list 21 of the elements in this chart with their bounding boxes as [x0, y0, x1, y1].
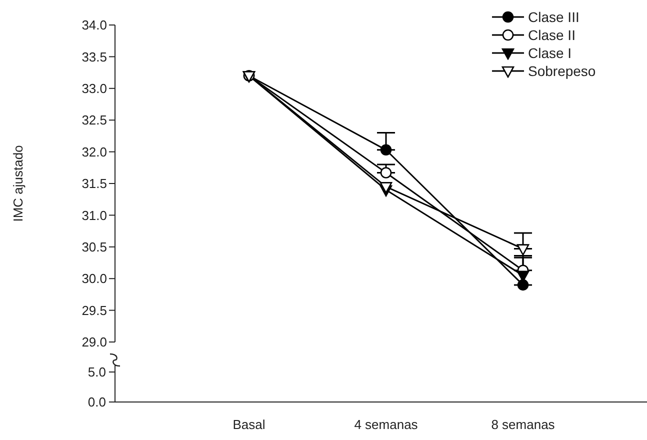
y-tick-label: 31.0 [82, 208, 107, 223]
y-tick-label: 31.5 [82, 176, 107, 192]
x-tick-label: 8 semanas [491, 417, 556, 432]
legend-label: Sobrepeso [528, 63, 596, 79]
y-tick-label: 29.5 [82, 302, 107, 318]
x-tick-label: 4 semanas [354, 417, 418, 432]
x-tick-label: Basal [232, 417, 266, 432]
y-tick-label: 32.0 [82, 144, 107, 160]
legend-label: Clase II [528, 27, 576, 43]
y-tick-label: 30.5 [82, 240, 107, 255]
text: 5.0 [88, 364, 106, 380]
y-axis-title: IMC ajustado [10, 145, 26, 222]
y-tick-label: 29.0 [82, 334, 107, 350]
y-tick-label: 32.5 [82, 112, 107, 128]
y-tick-label: 34.0 [82, 18, 107, 33]
y-tick-label: 33.5 [82, 49, 107, 64]
text: 0.0 [88, 394, 106, 410]
legend-label: Clase I [528, 45, 572, 61]
y-tick-label: 30.0 [82, 271, 107, 286]
y-tick-label: 33.0 [82, 81, 107, 96]
legend-label: Clase III [528, 9, 580, 25]
